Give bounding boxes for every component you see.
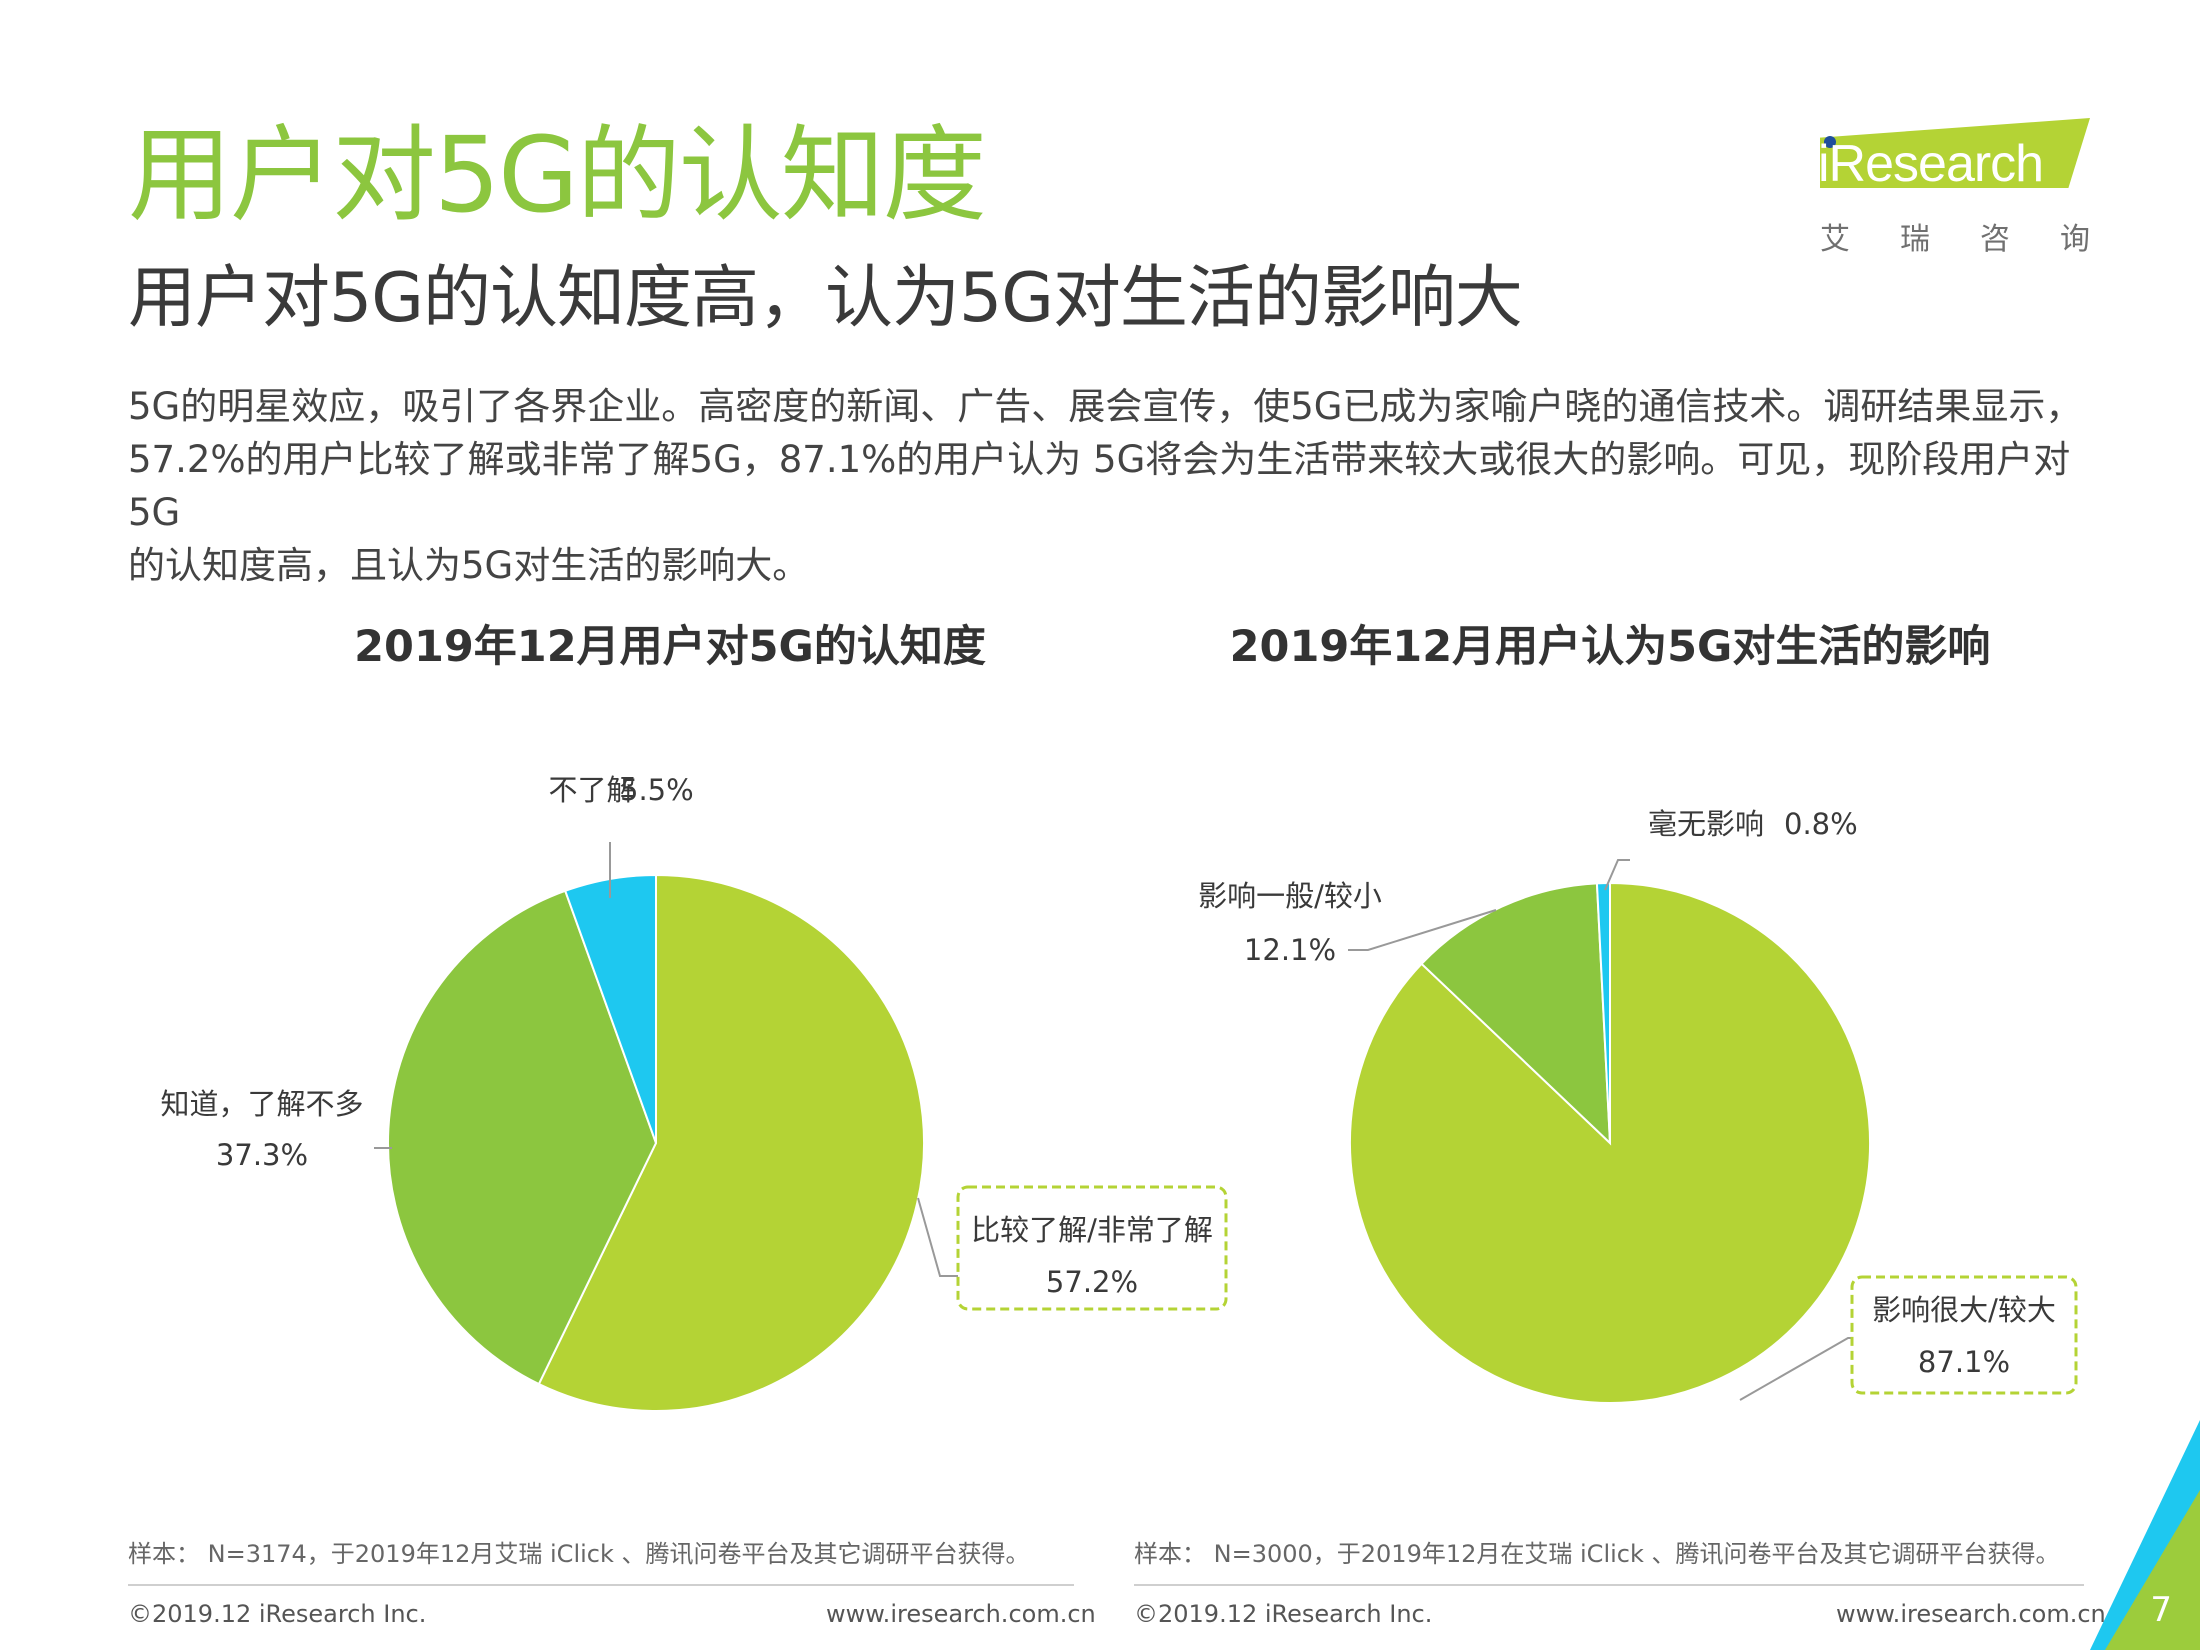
slice-label-name: 影响很大/较大 xyxy=(1872,1293,2056,1327)
sample-note-left: 样本： N=3174，于2019年12月艾瑞 iClick 、腾讯问卷平台及其它… xyxy=(128,1540,1030,1568)
pie-slice xyxy=(1420,882,1612,1146)
page-number: 7 xyxy=(2150,1590,2172,1630)
chart-title-awareness: 2019年12月用户对5G的认知度 xyxy=(354,622,986,672)
pie-slice xyxy=(537,873,926,1412)
logo-cn-char: 艾 xyxy=(1820,222,1850,257)
summary-line: 57.2%的用户比较了解或非常了解5G，87.1%的用户认为 5G将会为生活带来… xyxy=(128,438,2071,534)
logo-cn-char: 瑞 xyxy=(1900,222,1930,257)
footer-copyright: ©2019.12 iResearch Inc. xyxy=(128,1600,427,1628)
highlight-box xyxy=(956,1185,1228,1311)
leader-line xyxy=(917,1197,958,1277)
slice-label-name: 毫无影响 xyxy=(1648,807,1764,841)
summary-line: 的认知度高，且认为5G对生活的影响大。 xyxy=(128,544,810,587)
summary-line: 5G的明星效应，吸引了各界企业。高密度的新闻、广告、展会宣传，使5G已成为家喻户… xyxy=(128,385,2083,428)
footer-copyright: ©2019.12 iResearch Inc. xyxy=(1134,1600,1433,1628)
logo-text: iResearch xyxy=(1818,135,2044,193)
slice-label-name: 不了解 xyxy=(548,773,635,807)
slice-label-value: 5.5% xyxy=(620,773,694,807)
slice-label-name: 知道，了解不多 xyxy=(160,1087,363,1121)
page-title: 用户对5G的认知度 xyxy=(128,114,987,236)
footer-url[interactable]: www.iresearch.com.cn xyxy=(1836,1600,2106,1628)
sample-note-right: 样本： N=3000，于2019年12月在艾瑞 iClick 、腾讯问卷平台及其… xyxy=(1134,1540,2060,1568)
logo-cn: 艾 瑞 咨 询 xyxy=(1820,214,2090,258)
pie-slice xyxy=(387,889,658,1386)
pie-slice xyxy=(1595,881,1611,1144)
slice-label-value: 37.3% xyxy=(216,1138,308,1172)
pie-chart-impact xyxy=(1349,881,1871,1404)
footer-divider xyxy=(1134,1584,2084,1586)
slice-label-name: 影响一般/较小 xyxy=(1198,879,1382,913)
logo-cn-char: 咨 xyxy=(1980,222,2010,257)
slice-label-value: 12.1% xyxy=(1244,933,1336,967)
leader-line xyxy=(1348,909,1497,951)
page-subtitle: 用户对5G的认知度高，认为5G对生活的影响大 xyxy=(128,259,1523,338)
leader-line xyxy=(1604,859,1630,891)
slice-label-value: 87.1% xyxy=(1918,1345,2010,1379)
highlight-box xyxy=(1850,1275,2078,1395)
iresearch-logo: iResearch 艾 瑞 咨 询 xyxy=(1790,118,2100,258)
footer-divider xyxy=(128,1584,1074,1586)
slice-label-value: 0.8% xyxy=(1784,807,1858,841)
slice-label-name: 比较了解/非常了解 xyxy=(971,1213,1213,1247)
chart-title-impact: 2019年12月用户认为5G对生活的影响 xyxy=(1229,622,1991,672)
logo-dot xyxy=(1824,136,1836,148)
summary-paragraph: 5G的明星效应，吸引了各界企业。高密度的新闻、广告、展会宣传，使5G已成为家喻户… xyxy=(128,380,2098,592)
slice-label-value: 57.2% xyxy=(1046,1265,1138,1299)
footer-url[interactable]: www.iresearch.com.cn xyxy=(826,1600,1096,1628)
logo-cn-char: 询 xyxy=(2060,222,2090,257)
pie-chart-awareness xyxy=(387,873,926,1412)
